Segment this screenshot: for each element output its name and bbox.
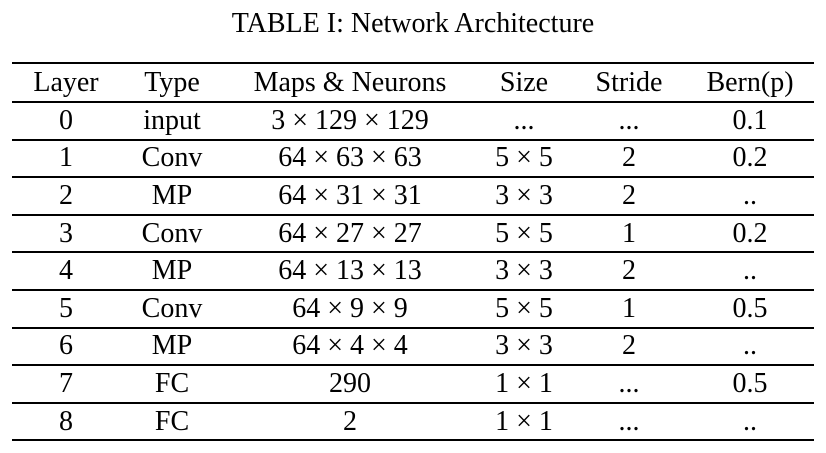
cell-stride: ...: [618, 104, 640, 136]
cell-type: FC: [154, 367, 190, 399]
cell-layer: 7: [59, 367, 73, 399]
cell-layer: 2: [59, 179, 73, 211]
cell-bern-p: 0.1: [732, 104, 768, 136]
cell-type: MP: [151, 255, 193, 287]
cell-maps-neurons: 64 × 63 × 63: [278, 142, 422, 174]
cell-maps-neurons: 64 × 31 × 31: [278, 179, 422, 211]
table-row: 5 Conv 64 × 9 × 9 5 × 5 1 0.5: [12, 290, 814, 328]
cell-layer: 3: [59, 217, 73, 249]
table-row: 6 MP 64 × 4 × 4 3 × 3 2 ..: [12, 328, 814, 366]
cell-size: 5 × 5: [495, 142, 553, 174]
cell-size: 5 × 5: [495, 292, 553, 324]
cell-size: 3 × 3: [495, 255, 553, 287]
table-caption: TABLE I: Network Architecture: [231, 8, 595, 39]
cell-stride: ...: [618, 367, 640, 399]
cell-type: MP: [151, 179, 193, 211]
cell-size: 3 × 3: [495, 330, 553, 362]
cell-maps-neurons: 64 × 27 × 27: [278, 217, 422, 249]
table-row: 8 FC 2 1 × 1 ... ..: [12, 403, 814, 441]
cell-size: 5 × 5: [495, 217, 553, 249]
cell-maps-neurons: 64 × 13 × 13: [278, 255, 422, 287]
cell-type: MP: [151, 330, 193, 362]
header-type: Type: [144, 67, 200, 98]
cell-stride: 2: [622, 142, 636, 174]
cell-size: 1 × 1: [495, 405, 553, 437]
cell-layer: 6: [59, 330, 73, 362]
header-bern-p: Bern(p): [706, 67, 794, 98]
cell-maps-neurons: 2: [343, 405, 357, 437]
cell-bern-p: 0.2: [732, 217, 768, 249]
table-row: 7 FC 290 1 × 1 ... 0.5: [12, 365, 814, 403]
cell-size: 1 × 1: [495, 367, 553, 399]
cell-type: FC: [154, 405, 190, 437]
cell-bern-p: 0.5: [732, 292, 768, 324]
cell-stride: 1: [622, 292, 636, 324]
cell-stride: 1: [622, 217, 636, 249]
cell-type: Conv: [141, 142, 203, 174]
header-layer: Layer: [33, 67, 99, 98]
network-architecture-table: Layer Type Maps & Neurons Size Stride Be…: [12, 62, 814, 441]
header-size: Size: [499, 67, 549, 98]
cell-bern-p: ..: [743, 405, 757, 437]
table-row: 4 MP 64 × 13 × 13 3 × 3 2 ..: [12, 252, 814, 290]
table-header-row: Layer Type Maps & Neurons Size Stride Be…: [12, 63, 814, 102]
header-maps-neurons: Maps & Neurons: [253, 67, 447, 98]
cell-stride: 2: [622, 330, 636, 362]
cell-bern-p: ..: [743, 179, 757, 211]
header-stride: Stride: [595, 67, 663, 98]
cell-layer: 0: [59, 104, 73, 136]
cell-maps-neurons: 64 × 9 × 9: [292, 292, 408, 324]
cell-bern-p: 0.5: [732, 367, 768, 399]
cell-layer: 5: [59, 292, 73, 324]
cell-layer: 1: [59, 142, 73, 174]
cell-stride: 2: [622, 255, 636, 287]
table-row: 2 MP 64 × 31 × 31 3 × 3 2 ..: [12, 177, 814, 215]
cell-type: Conv: [141, 217, 203, 249]
cell-size: ...: [513, 104, 535, 136]
table-row: 3 Conv 64 × 27 × 27 5 × 5 1 0.2: [12, 215, 814, 253]
cell-bern-p: 0.2: [732, 142, 768, 174]
cell-stride: ...: [618, 405, 640, 437]
cell-maps-neurons: 3 × 129 × 129: [271, 104, 429, 136]
cell-layer: 4: [59, 255, 73, 287]
cell-size: 3 × 3: [495, 179, 553, 211]
cell-stride: 2: [622, 179, 636, 211]
cell-type: input: [143, 104, 201, 136]
table-row: 0 input 3 × 129 × 129 ... ... 0.1: [12, 102, 814, 140]
cell-maps-neurons: 64 × 4 × 4: [292, 330, 408, 362]
table-row: 1 Conv 64 × 63 × 63 5 × 5 2 0.2: [12, 140, 814, 178]
cell-type: Conv: [141, 292, 203, 324]
cell-bern-p: ..: [743, 330, 757, 362]
cell-bern-p: ..: [743, 255, 757, 287]
cell-maps-neurons: 290: [329, 367, 371, 399]
cell-layer: 8: [59, 405, 73, 437]
